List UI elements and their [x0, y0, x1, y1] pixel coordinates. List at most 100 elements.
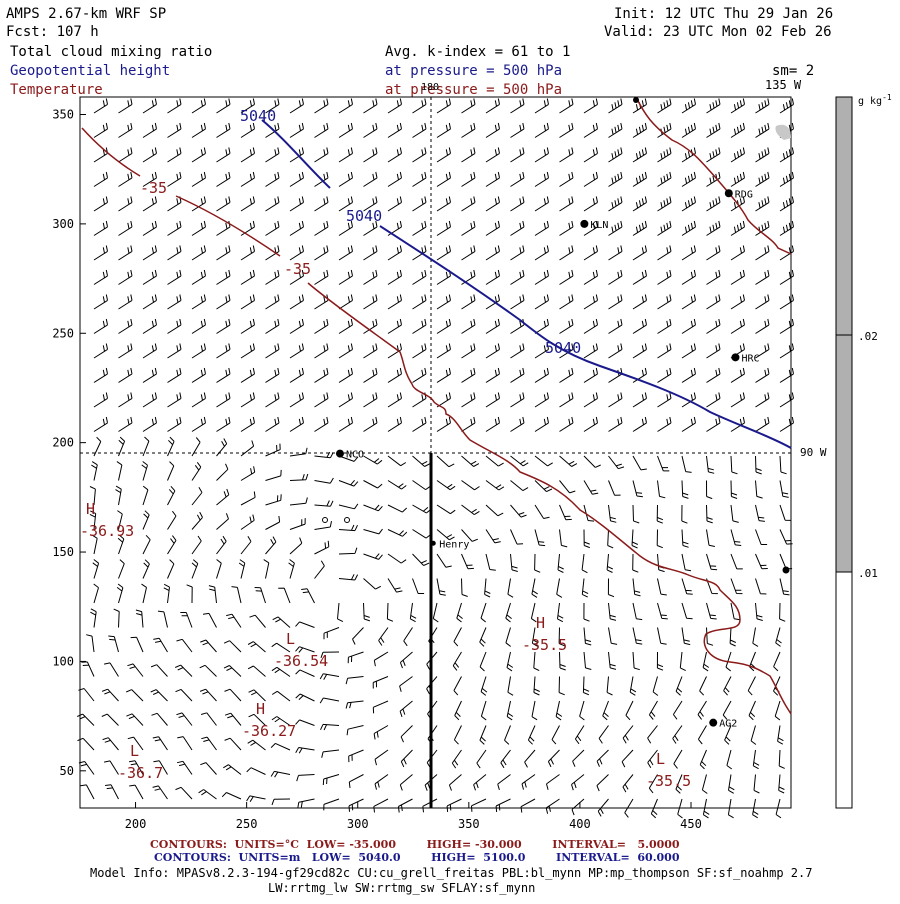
- wind-barb: [338, 547, 358, 555]
- wind-barb: [436, 529, 455, 541]
- wind-barb: [191, 269, 206, 285]
- wind-barb: [198, 789, 217, 800]
- wind-barb: [583, 367, 598, 383]
- wind-barb: [412, 553, 430, 566]
- wind-barb: [706, 122, 721, 138]
- wind-barb: [289, 294, 304, 310]
- wind-barb: [723, 676, 732, 696]
- wind-barb: [606, 553, 614, 573]
- wind-barb: [461, 455, 480, 467]
- wind-barb: [338, 122, 353, 138]
- station-label: HRC: [741, 353, 759, 364]
- temperature-label-2: -35: [284, 260, 311, 278]
- lon-label-90w: 90 W: [800, 446, 827, 459]
- wind-barb: [436, 294, 451, 310]
- wind-barb: [320, 651, 340, 658]
- wind-barb: [142, 392, 157, 408]
- wind-barb: [583, 294, 598, 310]
- wind-barb: [240, 269, 255, 285]
- wind-barb: [200, 639, 217, 653]
- wind-barb: [78, 761, 95, 775]
- extremum-h-3: H -35.5: [522, 614, 567, 654]
- wind-barb: [779, 220, 794, 236]
- wind-barb: [142, 245, 157, 261]
- wind-barb: [80, 784, 95, 800]
- wind-barb: [681, 318, 696, 334]
- forecast-hour: Fcst: 107 h: [6, 24, 99, 40]
- wind-barb: [399, 651, 413, 669]
- wind-barb: [755, 480, 763, 499]
- wind-barb: [102, 737, 119, 751]
- wind-barb: [657, 480, 666, 499]
- wind-barb: [142, 98, 157, 114]
- wind-barb: [726, 749, 733, 770]
- wind-barb: [115, 485, 122, 506]
- wind-barb: [556, 578, 563, 598]
- wind-barb: [706, 171, 721, 187]
- wind-barb: [167, 367, 182, 383]
- wind-barb: [473, 774, 487, 791]
- wind-barb: [632, 294, 647, 310]
- wind-barb: [116, 583, 124, 604]
- wind-barb: [510, 98, 525, 114]
- wind-barb: [288, 559, 295, 579]
- wind-barb: [558, 676, 565, 696]
- wind-barb: [752, 749, 760, 770]
- wind-barb: [657, 171, 672, 187]
- wind-barb: [779, 98, 794, 114]
- wind-barb: [681, 392, 696, 408]
- wind-barb: [632, 269, 647, 285]
- wind-barb: [534, 343, 549, 359]
- wind-barb: [632, 416, 647, 432]
- wind-barb: [510, 269, 525, 285]
- wind-barb: [226, 613, 242, 628]
- x-tick-label: 200: [125, 817, 147, 831]
- wind-barb: [775, 627, 782, 647]
- wind-barb: [681, 553, 692, 572]
- wind-barb: [583, 504, 595, 522]
- wind-barb: [248, 713, 266, 726]
- wind-barb: [608, 602, 617, 621]
- wind-barb: [632, 220, 647, 236]
- wind-barb: [622, 725, 634, 744]
- wind-barb: [338, 245, 353, 261]
- wind-barb: [167, 436, 175, 457]
- wind-barb: [338, 574, 359, 581]
- wind-barb: [510, 122, 525, 138]
- wind-barb: [461, 367, 476, 383]
- wind-barb: [510, 367, 525, 383]
- wind-barb: [632, 318, 647, 334]
- wind-barb: [240, 343, 255, 359]
- wind-barb: [608, 171, 623, 187]
- wind-barb: [221, 792, 242, 800]
- wind-barb: [681, 220, 696, 236]
- footer-model-info: Model Info: MPASv8.2.3-194-gf29cd82c CU:…: [90, 866, 812, 880]
- wind-barb: [681, 480, 689, 499]
- wind-barb: [265, 196, 280, 212]
- wind-barb: [400, 725, 413, 743]
- wind-barb: [289, 447, 308, 457]
- wind-barb: [510, 220, 525, 236]
- footer-height-contours: CONTOURS: UNITS=m LOW= 5040.0 HIGH= 5100…: [154, 851, 680, 864]
- wind-barb: [272, 616, 291, 628]
- wind-barb: [701, 774, 708, 794]
- station-label: AG2: [719, 719, 737, 730]
- wind-barb: [436, 343, 451, 359]
- wind-barb: [485, 343, 500, 359]
- wind-barb: [755, 416, 770, 432]
- wind-barb: [583, 98, 598, 114]
- x-tick-label: 450: [680, 817, 702, 831]
- avg-k-index: Avg. k-index = 61 to 1: [385, 44, 570, 60]
- wind-barb: [118, 367, 133, 383]
- wind-barb: [583, 651, 592, 670]
- wind-barb: [755, 318, 770, 334]
- wind-barb: [387, 416, 402, 432]
- wind-barb: [265, 318, 280, 334]
- wind-barb: [524, 749, 536, 768]
- wind-barb: [240, 147, 255, 163]
- wind-barb: [363, 122, 378, 138]
- wind-barb: [755, 343, 770, 359]
- wind-barb: [480, 700, 487, 721]
- station-label: KLN: [590, 220, 608, 231]
- stations-layer: NCO Henry KLN RDG HRC AG2: [335, 189, 760, 730]
